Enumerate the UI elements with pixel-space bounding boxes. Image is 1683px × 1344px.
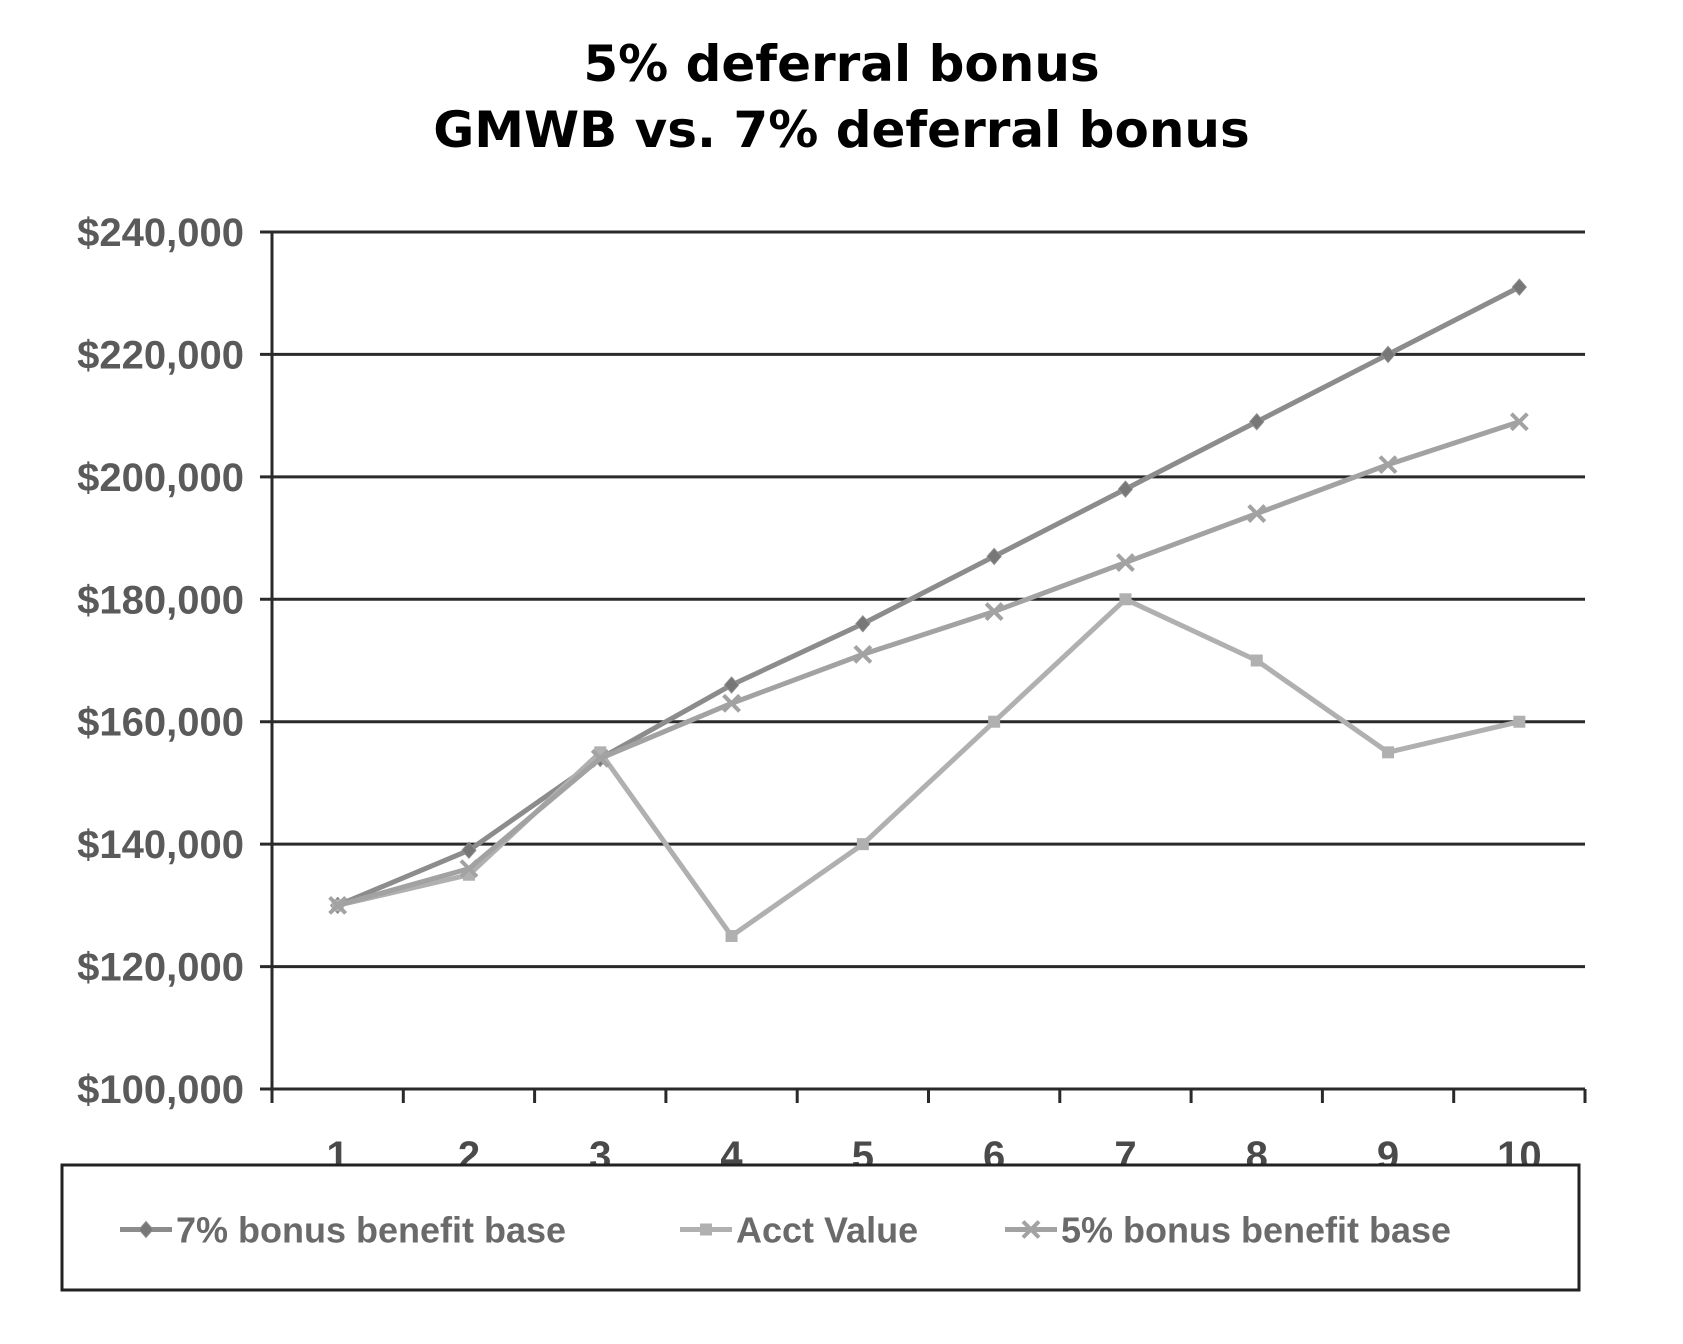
y-tick-label: $120,000	[77, 946, 244, 990]
data-point	[1250, 654, 1263, 667]
legend-marker	[138, 1220, 154, 1239]
data-point	[700, 1223, 712, 1236]
data-point	[1382, 746, 1395, 759]
data-point	[138, 1220, 154, 1239]
chart-title: 5% deferral bonus	[583, 35, 1100, 93]
legend-marker	[1021, 1220, 1041, 1239]
data-point	[1380, 345, 1396, 364]
y-tick-label: $100,000	[77, 1068, 244, 1112]
series-line	[337, 596, 1520, 939]
legend-label: Acct Value	[736, 1210, 918, 1251]
series-line	[336, 419, 1521, 908]
series-3	[328, 412, 1529, 915]
data-point	[1378, 455, 1398, 475]
data-point	[986, 547, 1002, 566]
data-point	[461, 841, 477, 860]
legend-box	[60, 1163, 1581, 1292]
data-point	[725, 929, 738, 942]
data-point	[1116, 553, 1135, 572]
legend-label: 7% bonus benefit base	[176, 1210, 566, 1251]
series-line	[336, 284, 1521, 908]
data-point	[1021, 1220, 1041, 1239]
data-point	[328, 895, 348, 915]
data-point	[1119, 593, 1132, 606]
y-tick-label: $140,000	[77, 823, 244, 867]
data-point	[723, 676, 740, 694]
chart-subtitle: GMWB vs. 7% deferral bonus	[433, 101, 1250, 159]
y-tick-label: $160,000	[77, 701, 244, 745]
data-point	[1249, 413, 1265, 431]
series-1	[329, 278, 1528, 915]
data-point	[1247, 504, 1267, 524]
data-point	[1511, 278, 1528, 296]
data-point	[1117, 480, 1134, 498]
legend-label: 5% bonus benefit base	[1061, 1210, 1451, 1251]
y-tick-label: $240,000	[77, 211, 244, 255]
gridlines	[260, 230, 1585, 1091]
data-point	[1509, 412, 1529, 432]
series-2	[331, 593, 1526, 942]
data-point	[855, 615, 871, 633]
data-point	[590, 749, 610, 768]
data-point	[984, 602, 1004, 621]
data-point	[988, 715, 1001, 728]
data-point	[853, 644, 873, 664]
legend-marker	[700, 1223, 712, 1236]
y-tick-label: $200,000	[77, 456, 244, 500]
data-point	[856, 838, 869, 851]
y-tick-label: $180,000	[77, 578, 244, 622]
data-point	[459, 859, 479, 879]
y-tick-label: $220,000	[77, 333, 244, 377]
data-point	[722, 693, 741, 713]
data-point	[1513, 715, 1526, 728]
